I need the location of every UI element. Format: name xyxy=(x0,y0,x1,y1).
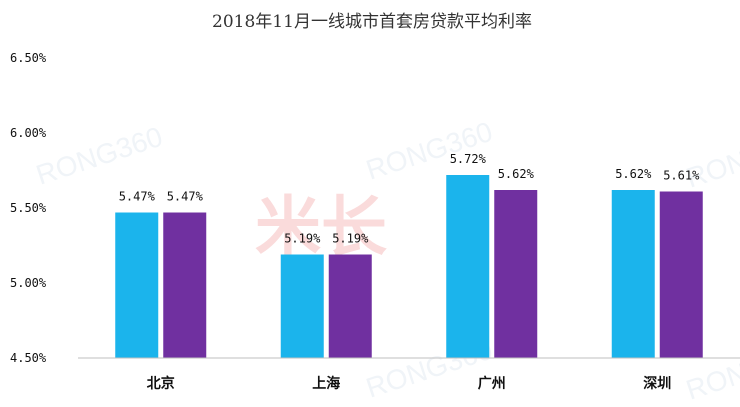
data-labels-group: 5.47% 5.47% 5.19% 5.19% 5.72% 5.62% 5.62% 5.61% xyxy=(119,152,700,246)
x-axis: 北京 上海 广州 深圳 xyxy=(78,357,740,392)
x-tick-label: 深圳 xyxy=(643,375,671,392)
bar xyxy=(115,212,159,358)
watermark-rong360: RONG360 xyxy=(32,121,166,191)
x-tick-label: 北京 xyxy=(147,375,175,392)
bar xyxy=(280,254,324,358)
data-label: 5.62% xyxy=(498,167,535,181)
data-label: 5.62% xyxy=(615,167,652,181)
bar xyxy=(163,212,207,358)
bar xyxy=(446,175,490,358)
x-tick-label: 广州 xyxy=(478,375,506,392)
watermark-rong360: RONG360 xyxy=(682,124,740,194)
y-tick-label: 6.00% xyxy=(10,126,47,140)
y-tick-label: 4.50% xyxy=(10,351,47,365)
x-tick-label: 上海 xyxy=(312,375,340,392)
bar xyxy=(494,190,538,358)
bar xyxy=(659,191,703,358)
y-tick-label: 5.00% xyxy=(10,276,47,290)
data-label: 5.47% xyxy=(119,190,156,204)
bar xyxy=(328,254,372,358)
data-label: 5.61% xyxy=(663,169,700,183)
watermark-logo: 米长 xyxy=(255,189,387,266)
data-label: 5.19% xyxy=(284,232,321,246)
data-label: 5.72% xyxy=(450,152,487,166)
data-label: 5.19% xyxy=(332,232,369,246)
data-label: 5.47% xyxy=(167,190,204,204)
bars-group xyxy=(115,175,703,358)
y-tick-label: 5.50% xyxy=(10,201,47,215)
bar xyxy=(611,190,655,358)
chart-title: 2018年11月一线城市首套房贷款平均利率 xyxy=(212,12,532,32)
y-axis: 4.50% 5.00% 5.50% 6.00% 6.50% xyxy=(10,51,47,365)
y-tick-label: 6.50% xyxy=(10,51,47,65)
watermark-logo-text: 米长 xyxy=(255,189,387,266)
